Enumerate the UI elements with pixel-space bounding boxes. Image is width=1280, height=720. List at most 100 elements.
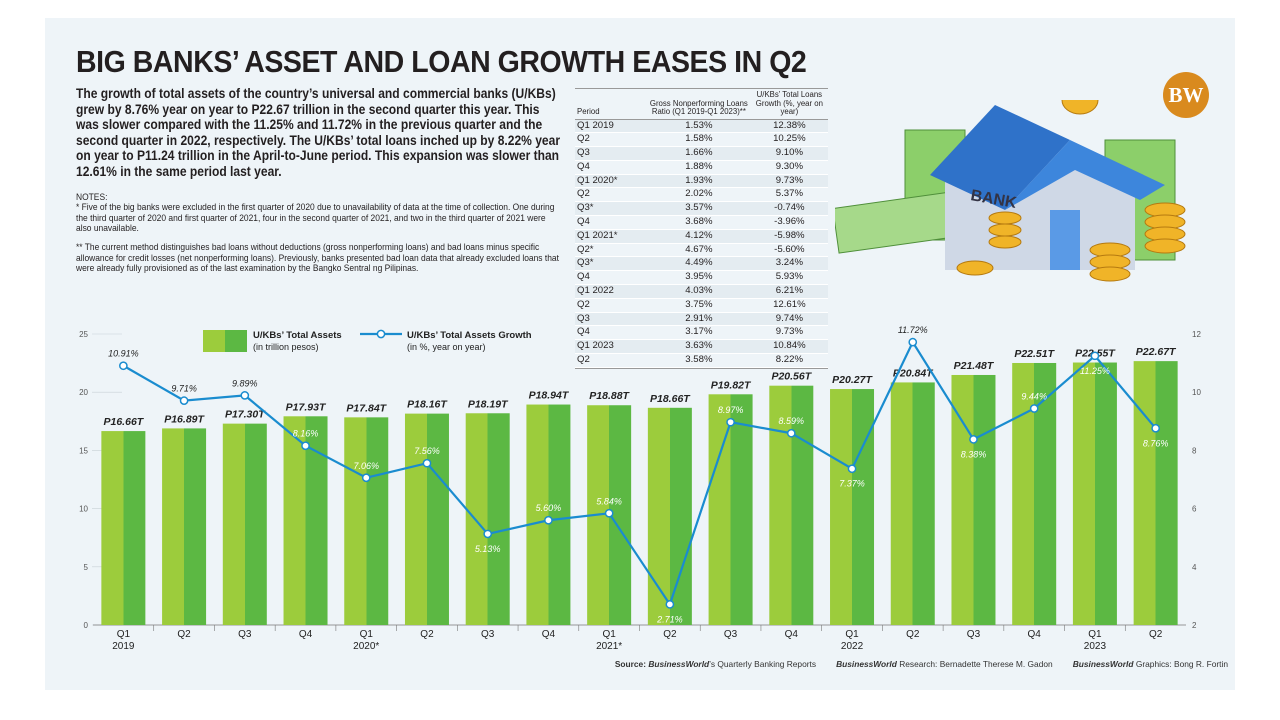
asset-value-label: P18.88T (589, 390, 630, 402)
asset-bar (465, 413, 510, 625)
asset-value-label: P17.93T (286, 401, 327, 413)
asset-bar (708, 394, 753, 625)
table-row: Q4 3.68% -3.96% (575, 215, 828, 230)
table-row: Q2* 4.67% -5.60% (575, 243, 828, 258)
npl-cell: 1.93% (647, 174, 751, 189)
x-tick-label: Q4 (1028, 629, 1042, 640)
asset-bar (1133, 361, 1178, 625)
npl-cell: 3.68% (647, 215, 751, 230)
asset-bar (647, 407, 692, 625)
legend-assets-label: U/KBs’ Total Assets (253, 330, 342, 341)
loans-growth-cell: 10.25% (750, 132, 828, 148)
page-title: BIG BANKS’ ASSET AND LOAN GROWTH EASES I… (76, 44, 807, 79)
col-header-period: Period (575, 89, 647, 120)
x-tick-label: Q3 (967, 629, 981, 640)
x-tick-label: Q2 (177, 629, 191, 640)
period-cell: Q4 (575, 160, 647, 175)
right-axis-tick: 2 (1192, 621, 1197, 630)
npl-cell: 2.02% (647, 187, 751, 203)
npl-cell: 3.57% (647, 201, 751, 217)
asset-bar (222, 423, 267, 625)
notes: NOTES: * Five of the big banks were excl… (76, 191, 562, 274)
table-row: Q3* 4.49% 3.24% (575, 256, 828, 272)
table-row: Q2 3.75% 12.61% (575, 298, 828, 313)
growth-point (1029, 404, 1039, 413)
loans-growth-cell: 9.30% (750, 160, 828, 175)
left-axis-tick: 10 (79, 505, 88, 514)
growth-value-label: 9.89% (232, 378, 258, 388)
period-cell: Q2 (575, 353, 647, 368)
text-column: The growth of total assets of the countr… (76, 86, 562, 282)
right-axis-tick: 6 (1192, 505, 1197, 514)
growth-value-label: 2.71% (656, 614, 683, 624)
growth-value-label: 11.25% (1080, 366, 1110, 376)
growth-point (1151, 423, 1160, 433)
growth-point (119, 361, 128, 371)
growth-value-label: 11.72% (898, 325, 928, 335)
x-tick-label: Q3 (481, 629, 495, 640)
period-cell: Q2* (575, 243, 647, 258)
loans-growth-cell: -5.60% (750, 243, 828, 258)
table-row: Q1 2022 4.03% 6.21% (575, 284, 828, 299)
period-cell: Q4 (575, 270, 647, 286)
x-tick-label: Q2 (420, 629, 434, 640)
legend-growth-sub: (in %, year on year) (407, 342, 486, 352)
period-cell: Q4 (575, 215, 647, 230)
asset-value-label: P20.27T (832, 374, 873, 386)
asset-bar (526, 404, 571, 625)
legend-growth-label: U/KBs’ Total Assets Growth (407, 330, 532, 341)
period-cell: Q4 (575, 325, 647, 341)
coins-icon (956, 100, 1186, 282)
footer-source: Source: BusinessWorld’s Quarterly Bankin… (614, 659, 817, 669)
asset-bar (890, 382, 935, 625)
period-cell: Q3* (575, 256, 647, 272)
asset-bar (404, 413, 449, 625)
x-tick-label: Q3 (724, 629, 738, 640)
npl-cell: 4.49% (647, 256, 751, 272)
loans-growth-cell: 12.38% (750, 119, 828, 134)
asset-bar (283, 416, 328, 625)
loans-growth-cell: 8.22% (750, 353, 828, 368)
table-row: Q4 3.95% 5.93% (575, 270, 828, 286)
period-cell: Q2 (575, 132, 647, 148)
table-row: Q3* 3.57% -0.74% (575, 201, 828, 217)
note-1: * Five of the big banks were excluded in… (76, 201, 555, 234)
x-tick-label: Q4 (542, 629, 556, 640)
bank-illustration: BANK (835, 100, 1186, 282)
x-tick-label: Q1 (845, 629, 859, 640)
asset-value-label: P19.82T (711, 379, 752, 391)
loans-growth-cell: 9.73% (750, 174, 828, 189)
growth-value-label: 5.84% (596, 496, 622, 506)
asset-value-label: P16.89T (164, 413, 205, 425)
growth-value-label: 9.71% (171, 384, 197, 394)
asset-bar (1072, 362, 1117, 625)
asset-bar (769, 385, 814, 625)
asset-value-label: P20.84T (893, 367, 934, 379)
footer-credits: Source: BusinessWorld’s Quarterly Bankin… (615, 659, 1228, 669)
period-cell: Q2 (575, 298, 647, 313)
note-2: ** The current method distinguishes bad … (76, 240, 559, 274)
growth-value-label: 8.97% (718, 405, 744, 415)
growth-point (1090, 351, 1100, 361)
npl-cell: 1.88% (647, 160, 751, 175)
loans-growth-cell: 9.10% (750, 146, 828, 161)
asset-value-label: P18.19T (468, 398, 509, 410)
growth-value-label: 10.91% (108, 349, 139, 359)
growth-point (726, 417, 735, 427)
asset-bar (1012, 362, 1057, 625)
right-axis-tick: 10 (1192, 388, 1201, 397)
growth-point (544, 515, 553, 525)
x-tick-label: Q2 (906, 629, 920, 640)
businessworld-logo: BW (1163, 72, 1209, 118)
npl-cell: 2.91% (647, 312, 751, 327)
asset-value-label: P22.67T (1136, 346, 1177, 358)
npl-cell: 1.66% (647, 146, 751, 161)
x-tick-label-year: 2021* (596, 641, 622, 652)
growth-point (786, 428, 796, 438)
x-tick-label: Q1 (1088, 629, 1102, 640)
x-tick-label-year: 2023 (1084, 641, 1107, 652)
growth-point (969, 434, 978, 444)
table-row: Q3 2.91% 9.74% (575, 312, 828, 327)
asset-bar (101, 431, 146, 625)
